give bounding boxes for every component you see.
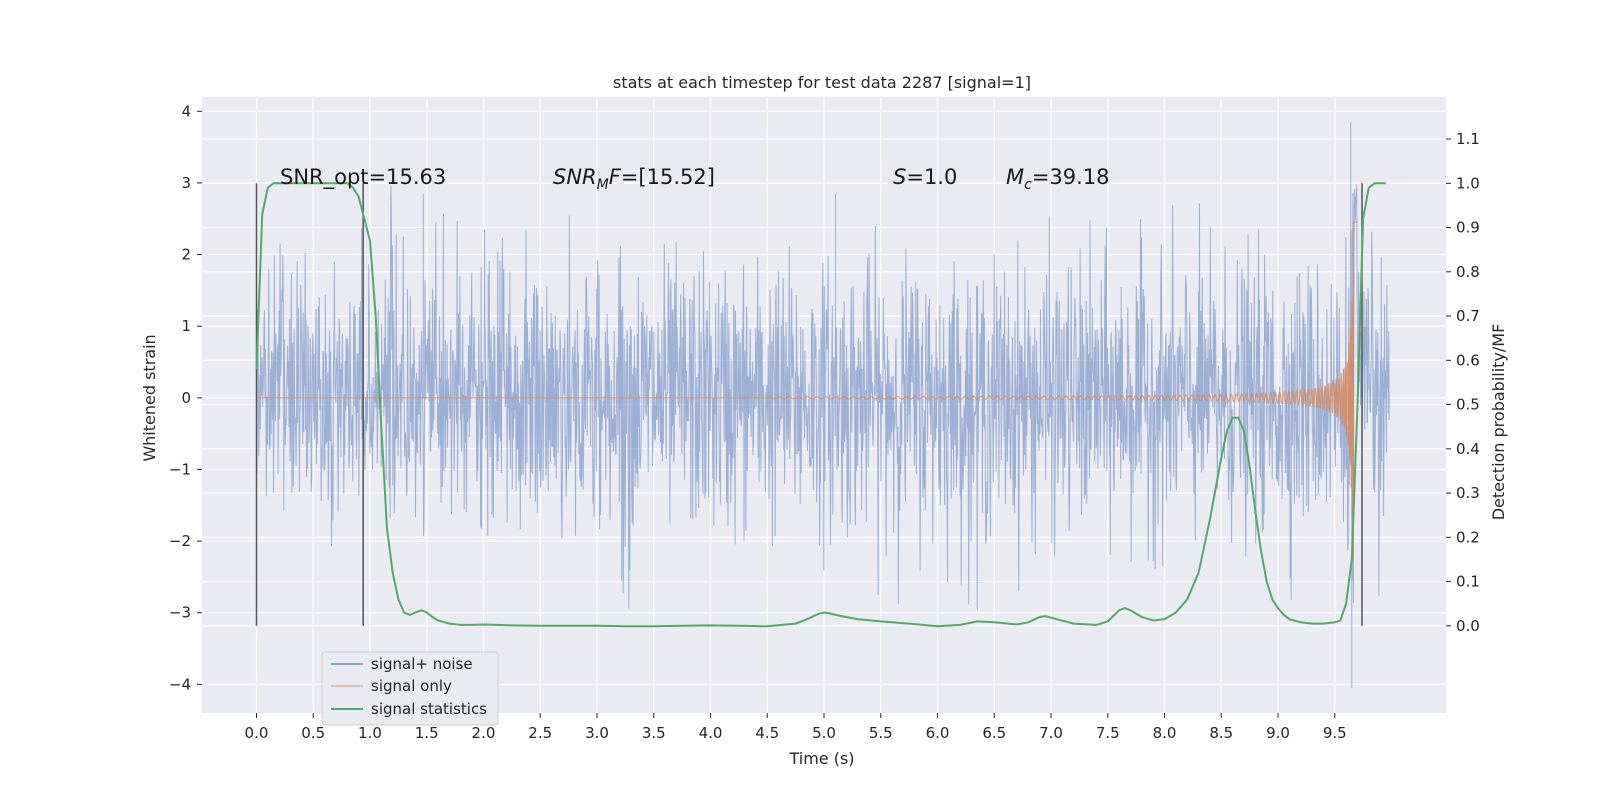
y2-tick-label: 0.3	[1456, 484, 1480, 502]
annotation-s: S=1.0	[893, 165, 957, 189]
y-tick-label: 2	[181, 246, 191, 264]
y-tick-label: −2	[169, 532, 191, 550]
y-tick-label: −1	[169, 460, 191, 478]
x-tick-label: 3.0	[585, 724, 609, 742]
y2-tick-label: 0.6	[1456, 351, 1480, 369]
annotation-mc: Mc=39.18	[1006, 165, 1110, 193]
x-tick-label: 1.5	[415, 724, 439, 742]
x-tick-label: 4.5	[755, 724, 779, 742]
series-signal-statistics	[255, 182, 1386, 628]
x-tick-label: 9.5	[1323, 724, 1347, 742]
y2-tick-label: 0.8	[1456, 263, 1480, 281]
x-tick-label: 2.0	[472, 724, 496, 742]
y-axis-label: Whitened strain	[140, 334, 159, 461]
y2-tick-label: 0.4	[1456, 440, 1480, 458]
y2-tick-label: 0.7	[1456, 307, 1480, 325]
x-tick-label: 6.0	[926, 724, 950, 742]
y-tick-label: 3	[181, 174, 191, 192]
y-tick-label: −4	[169, 675, 191, 693]
x-tick-label: 3.5	[642, 724, 666, 742]
y2-tick-label: 0.2	[1456, 528, 1480, 546]
x-tick-label: 5.5	[869, 724, 893, 742]
y2-tick-label: 0.1	[1456, 573, 1480, 591]
series-signal-only	[256, 221, 1358, 563]
x-tick-label: 1.0	[358, 724, 382, 742]
x-tick-label: 7.5	[1096, 724, 1120, 742]
x-tick-label: 8.5	[1209, 724, 1233, 742]
y-tick-label: 4	[181, 102, 191, 120]
legend-label-noise: signal+ noise	[371, 655, 473, 673]
annotation-snr-mf: SNRMF=[15.52]	[553, 165, 715, 193]
legend-label-signal: signal only	[371, 677, 452, 695]
x-tick-label: 9.0	[1266, 724, 1290, 742]
y-tick-label: 0	[181, 389, 191, 407]
annotation-snr-opt: SNR_opt=15.63	[280, 165, 446, 190]
x-tick-label: 7.0	[1039, 724, 1063, 742]
y-tick-label: −3	[169, 604, 191, 622]
y-tick-label: 1	[181, 317, 191, 335]
y2-tick-label: 1.0	[1456, 174, 1480, 192]
y2-axis-ticks: 1.1 1.0 0.9 0.8 0.7 0.6 0.5 0.4 0.3 0.2 0.1 0.0	[1446, 130, 1480, 635]
x-tick-label: 0.0	[245, 724, 269, 742]
plot-content	[255, 122, 1390, 688]
x-tick-label: 4.0	[699, 724, 723, 742]
y2-tick-label: 0.5	[1456, 396, 1480, 414]
legend-box	[321, 651, 499, 726]
legend: signal+ noise signal only signal statist…	[321, 651, 499, 726]
y2-axis-label: Detection probability/MF	[1489, 324, 1508, 521]
x-tick-label: 8.0	[1153, 724, 1177, 742]
x-tick-label: 5.0	[812, 724, 836, 742]
y2-tick-label: 0.0	[1456, 617, 1480, 635]
x-axis-ticks: 0.0 0.5 1.0 1.5 2.0 2.5 3.0 3.5 4.0 4.5 5.0 5.5 6.0 6…	[245, 713, 1347, 742]
y2-tick-label: 1.1	[1456, 130, 1480, 148]
chart-title: stats at each timestep for test data 228…	[613, 73, 1031, 92]
legend-label-stats: signal statistics	[371, 700, 487, 718]
y2-tick-label: 0.9	[1456, 219, 1480, 237]
x-axis-label: Time (s)	[788, 749, 854, 768]
x-tick-label: 6.5	[982, 724, 1006, 742]
x-tick-label: 0.5	[301, 724, 325, 742]
y-axis-ticks: 4 3 2 1 0 −1 −2 −3 −4	[169, 102, 202, 693]
x-tick-label: 2.5	[528, 724, 552, 742]
